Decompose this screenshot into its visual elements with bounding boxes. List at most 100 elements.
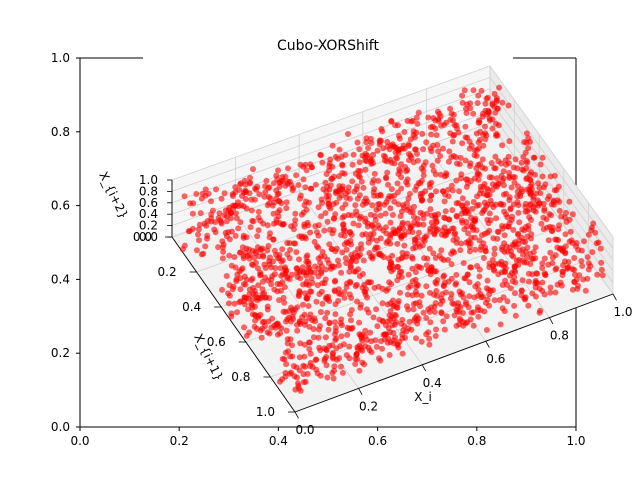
scatter-point [374,192,381,199]
scatter-point [557,245,564,252]
x-tick [485,341,490,348]
scatter-point [471,234,478,241]
axis-lines [171,180,614,413]
scatter-point [467,163,473,169]
grid-line [171,65,491,181]
scatter-point [287,246,293,253]
scatter-point [527,138,533,145]
scatter-point [581,238,587,245]
scatter-point [520,251,526,258]
scatter-point [439,297,446,304]
scatter-point [329,351,336,357]
scatter-point [339,249,346,256]
scatter-point [432,300,439,307]
scatter-point [324,374,331,381]
scatter-point [355,266,362,273]
scatter-point [238,202,245,209]
scatter-point [352,283,359,290]
scatter-point [308,185,314,192]
scatter-point [467,264,474,271]
scatter-point [321,227,328,234]
scatter-point [426,335,433,342]
scatter-point [334,188,340,195]
scatter-point [451,312,458,319]
scatter-point [539,265,546,271]
scatter-point [389,141,396,148]
scatter-point [336,146,343,153]
scatter-point [202,243,209,250]
scatter-point [546,211,553,218]
scatter-point [349,178,356,185]
scatter-point [454,213,460,220]
scatter-point [505,153,512,160]
scatter-point [265,194,272,200]
scatter-point [307,161,314,168]
scatter-point [249,247,256,254]
scatter-point [289,342,295,349]
scatter-point [463,183,470,190]
scatter-point [459,99,466,106]
scatter-point [389,322,396,329]
scatter-point [202,186,209,193]
scatter-point [276,297,283,304]
scatter-point [432,224,439,231]
scatter-point [551,172,558,179]
scatter-point [530,255,537,262]
scatter-point [425,329,432,336]
bg-y-ticks: 0.0 0.2 0.4 0.6 0.8 1.0 [51,51,80,434]
scatter-point [293,265,300,272]
scatter-point [419,242,426,249]
scatter-point [250,166,256,173]
scatter-point [470,199,477,205]
scatter-point [199,190,206,197]
scatter-point [414,157,421,164]
scatter-point [294,374,300,381]
scatter-point [430,250,437,257]
scatter-point [457,304,464,310]
scatter-point [318,263,325,270]
scatter-point [353,208,359,215]
scatter-point [306,339,313,346]
scatter-point [465,238,472,245]
scatter-point [281,299,288,306]
scatter-point [292,217,299,224]
scatter-point [474,171,481,178]
scatter-point [409,255,416,262]
scatter-point [284,178,291,185]
scatter-point [305,292,311,299]
scatter-point [325,326,332,333]
scatter-point [204,232,211,239]
bg-y-tick-label: 1.0 [51,51,70,65]
scatter-point [297,275,304,282]
scatter-point [426,245,433,252]
scatter-point [375,201,382,208]
scatter-point [528,181,535,188]
scatter-point [343,352,350,359]
scatter-point [362,215,369,222]
scatter-point [468,178,474,185]
scatter-point [412,236,419,243]
scatter-point [233,215,240,222]
scatter-point [317,323,323,329]
scatter-point [323,295,329,302]
scatter-point [379,300,386,307]
scatter-point [415,282,421,289]
scatter-point [506,138,513,145]
scatter-point [325,192,332,199]
scatter-point [347,311,354,318]
scatter-point [541,207,548,214]
scatter-point [405,284,412,291]
scatter-point [361,361,368,368]
scatter-point [333,345,340,352]
scatter-point [486,227,493,234]
scatter-point [318,196,325,203]
scatter-point [360,184,367,191]
scatter-point [476,145,482,152]
scatter-point [410,306,417,313]
scatter-point [426,181,433,187]
scatter-point [292,240,299,247]
scatter-point [464,134,471,141]
x-tick [294,411,299,419]
scatter-point [395,122,401,129]
scatter-point [243,205,250,212]
